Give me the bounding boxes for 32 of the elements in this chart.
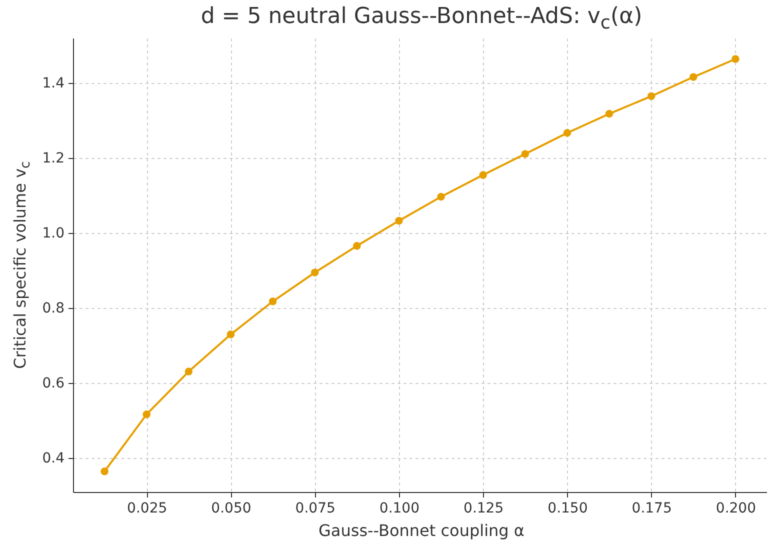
y-tick-label: 1.0 [42,226,64,242]
point [521,150,530,158]
x-axis-title: Gauss--Bonnet coupling α [318,521,526,540]
point [184,368,193,376]
y-tick-label: 1.4 [42,76,65,92]
x-tick-label: 0.150 [548,500,588,516]
y-tick-label: 0.8 [42,300,64,317]
y-tick-label: 0.6 [42,376,65,392]
point [563,129,572,137]
point [437,192,445,201]
point [605,110,614,118]
point [268,298,277,306]
y-tick-label: 0.4 [42,450,65,467]
x-tick-label: 0.200 [716,500,756,516]
point [479,171,487,179]
x-tick-label: 0.100 [379,500,420,516]
x-tick-label: 0.050 [211,500,252,516]
point [353,242,361,250]
point [395,216,403,225]
point [226,330,235,338]
x-tick-label: 0.175 [632,500,672,516]
chart-title: d = 5 neutral Gauss--Bonnet--AdS: v$_{c}$(α) [200,4,644,34]
point [142,410,150,418]
point [690,73,698,81]
y-tick-label: 1.2 [42,150,64,167]
x-tick-label: 0.025 [127,500,168,516]
x-tick-label: 0.125 [464,500,504,516]
point [310,268,319,276]
x-tick-label: 0.075 [295,500,336,516]
point [647,92,656,100]
point [732,55,740,63]
point [100,468,108,476]
